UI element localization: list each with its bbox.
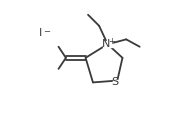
- Bar: [103, 41, 112, 47]
- Text: I: I: [39, 28, 42, 38]
- Text: −: −: [43, 27, 50, 36]
- Text: S: S: [111, 77, 119, 87]
- Text: +: +: [108, 37, 115, 46]
- Bar: [113, 80, 118, 85]
- Text: N: N: [102, 39, 111, 49]
